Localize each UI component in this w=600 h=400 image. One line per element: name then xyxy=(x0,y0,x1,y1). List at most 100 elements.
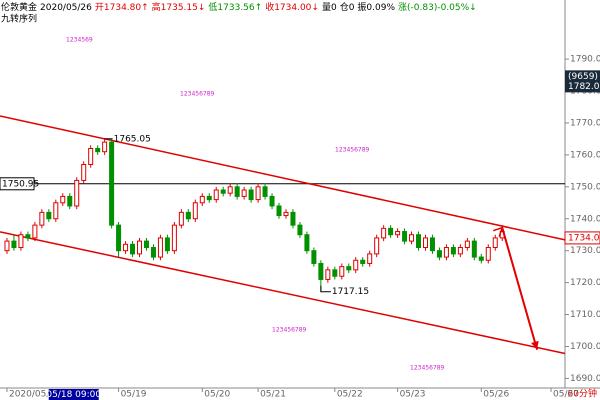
candle-body xyxy=(262,186,268,197)
last-price-box xyxy=(564,231,600,245)
y-tick-label: 1770.00 xyxy=(570,118,600,128)
candle-body xyxy=(492,237,498,248)
candle-body xyxy=(95,148,101,153)
candle-body xyxy=(478,256,484,261)
arrow-head xyxy=(531,340,539,350)
x-tick-label: 05/22 xyxy=(337,390,363,400)
candle-body xyxy=(353,259,359,271)
candle-body xyxy=(171,224,177,252)
last-price-label: 1734.00 xyxy=(568,233,600,243)
y-tick-label: 1740.00 xyxy=(570,214,600,224)
candle-body xyxy=(53,202,59,220)
candle-body xyxy=(471,240,477,258)
y-tick-label: 1790.00 xyxy=(570,55,600,65)
trough-marker xyxy=(320,285,331,293)
candle-body xyxy=(123,243,129,252)
candle-body xyxy=(213,189,219,201)
cursor-volume: (9659) xyxy=(568,72,598,82)
x-tick-label: 2020/05/15 xyxy=(9,390,61,400)
candle-body xyxy=(109,141,115,226)
header-item: 低1733.56↑ xyxy=(208,1,262,13)
td-label: 123456789 xyxy=(410,365,445,372)
candle-body xyxy=(116,224,122,252)
candle-body xyxy=(206,195,212,201)
candle-body xyxy=(429,237,435,252)
candle-body xyxy=(381,227,387,239)
header-item: 涨(-0.83)-0.05%↓ xyxy=(398,2,477,13)
candle-body xyxy=(67,195,73,207)
trough-label: 1717.15 xyxy=(332,287,369,297)
y-tick-label: 1720.00 xyxy=(570,278,600,288)
candle-body xyxy=(311,250,317,264)
candle-body xyxy=(130,243,136,255)
candle-body xyxy=(367,253,373,264)
candle-body xyxy=(388,227,394,236)
x-tick-label: 05/19 xyxy=(121,390,147,400)
arrow-line xyxy=(501,227,539,350)
header-item: 伦敦黄金 xyxy=(1,1,37,13)
x-tick-label: 05/21 xyxy=(260,390,286,400)
candle-body xyxy=(32,224,38,239)
header-item: 2020/05/26 xyxy=(40,3,92,13)
candle-body xyxy=(137,240,143,255)
candle-body xyxy=(325,269,331,280)
candle-body xyxy=(46,211,52,220)
y-tick-label: 1690.00 xyxy=(570,374,600,384)
y-tick-label: 1750.00 xyxy=(570,182,600,192)
candle-body xyxy=(81,163,87,181)
candle-body xyxy=(464,240,470,248)
header-item: 收1734.00↓ xyxy=(265,1,319,13)
candle-body xyxy=(88,148,94,165)
candle-body xyxy=(255,186,261,201)
candle-body xyxy=(339,266,345,277)
candle-body xyxy=(297,224,303,236)
candle-body xyxy=(220,189,226,194)
td-label: 123456789 xyxy=(335,147,370,154)
cursor-price-label: 1782.09 xyxy=(568,82,600,92)
candle-body xyxy=(4,240,10,252)
candle-body xyxy=(283,211,289,217)
candle-body xyxy=(227,186,233,194)
candle-body xyxy=(318,262,324,280)
trendline xyxy=(0,231,566,355)
candle-body xyxy=(422,237,428,248)
peak-label: 1765.05 xyxy=(114,134,151,144)
header-item: 开1734.80↑ xyxy=(95,2,149,13)
candle-body xyxy=(157,237,163,258)
x-tick-label: 05/23 xyxy=(400,390,426,400)
candle-body xyxy=(248,189,254,201)
candle-body xyxy=(290,211,296,226)
x-tick-label: 05/26 xyxy=(483,390,509,400)
y-tick-label: 1760.00 xyxy=(570,150,600,160)
td-label: 1234569 xyxy=(66,37,93,44)
y-tick-label: 1730.00 xyxy=(570,246,600,256)
trendline xyxy=(0,115,566,241)
period-label: 60分钟 xyxy=(568,388,597,400)
candle-body xyxy=(304,234,310,252)
candle-body xyxy=(102,141,108,153)
indicator-name: 九转序列 xyxy=(1,13,37,25)
arrow-hook xyxy=(492,226,504,237)
x-tick-label: 05/20 xyxy=(204,390,230,400)
candle-body xyxy=(346,266,352,271)
cursor-date-label: 05/18 09:00 xyxy=(46,390,101,400)
candle-body xyxy=(234,186,240,197)
candle-body xyxy=(269,195,275,207)
level-label: 1750.95 xyxy=(2,179,39,189)
candle-body xyxy=(485,246,491,261)
candle-body xyxy=(192,202,198,220)
header-item: 量0 xyxy=(322,2,337,13)
candle-body xyxy=(60,195,66,204)
candle-body xyxy=(395,231,401,236)
level-label-box xyxy=(0,177,35,191)
td-label: 123456789 xyxy=(272,327,307,334)
candle-body xyxy=(443,246,449,258)
candle-body xyxy=(25,234,31,239)
candle-body xyxy=(164,237,170,252)
candle-body xyxy=(416,234,422,248)
candle-body xyxy=(150,246,156,258)
candle-body xyxy=(360,259,366,264)
candle-body xyxy=(436,250,442,258)
